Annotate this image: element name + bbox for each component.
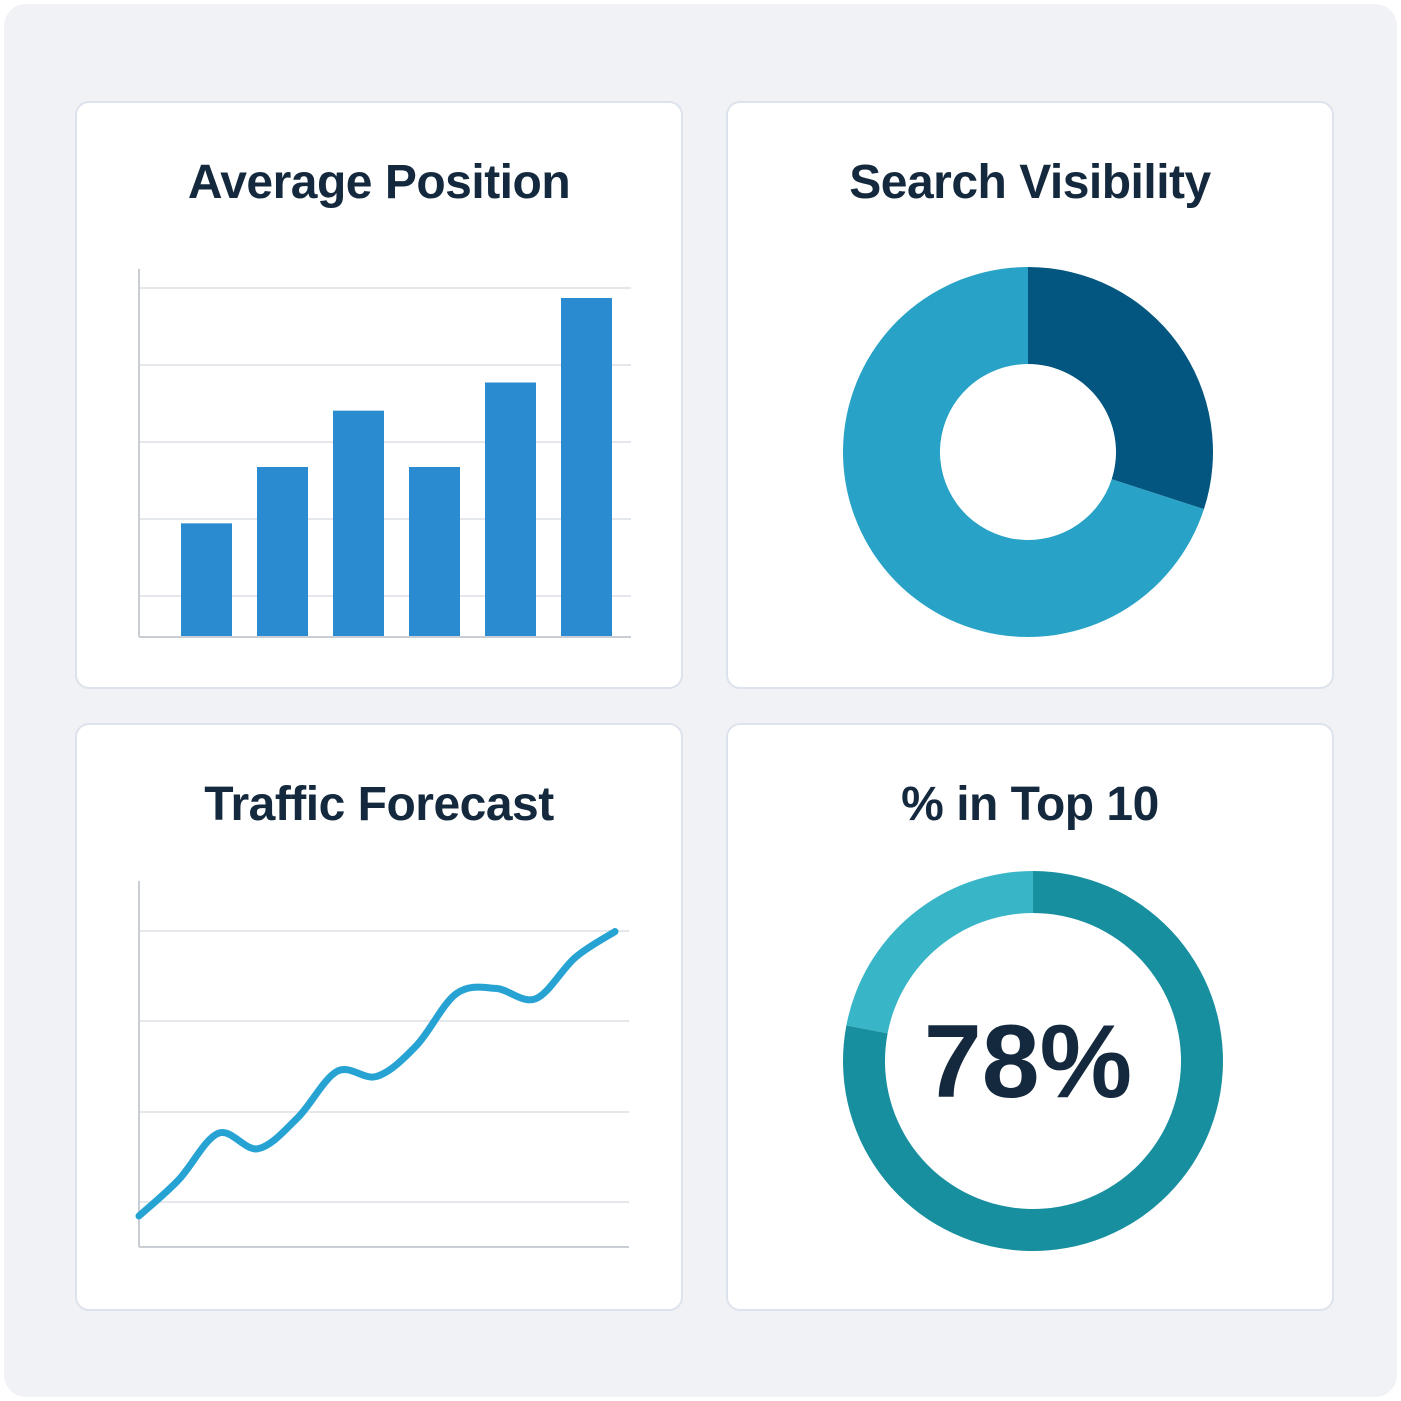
bar-3 — [409, 467, 460, 636]
search-visibility-card: Search Visibility — [726, 101, 1334, 689]
traffic-forecast-series-line — [135, 928, 619, 1220]
average-position-bar-chart — [138, 269, 631, 638]
average-position-card: Average Position — [75, 101, 683, 689]
dashboard: Average Position Search Visibility Traff… — [4, 4, 1397, 1397]
visibility-slice-0 — [1028, 267, 1213, 510]
search-visibility-title: Search Visibility — [849, 156, 1211, 209]
bar-0 — [181, 523, 232, 636]
top10-donut-chart: 78% — [843, 871, 1223, 1251]
visibility-slice-1 — [843, 267, 1204, 637]
top10-slice-1 — [846, 871, 1033, 1034]
bar-4 — [485, 382, 536, 636]
average-position-title: Average Position — [187, 156, 571, 209]
traffic-forecast-title: Traffic Forecast — [204, 778, 554, 831]
bar-2 — [333, 410, 384, 636]
top10-title: % in Top 10 — [901, 778, 1159, 831]
traffic-forecast-card: Traffic Forecast — [75, 723, 683, 1311]
search-visibility-donut-chart — [843, 267, 1213, 637]
top10-card: % in Top 10 78% — [726, 723, 1334, 1311]
traffic-forecast-line-chart — [135, 881, 629, 1248]
bar-1 — [257, 467, 308, 636]
bar-5 — [561, 298, 612, 636]
top10-value-label: 78% — [924, 1004, 1132, 1120]
